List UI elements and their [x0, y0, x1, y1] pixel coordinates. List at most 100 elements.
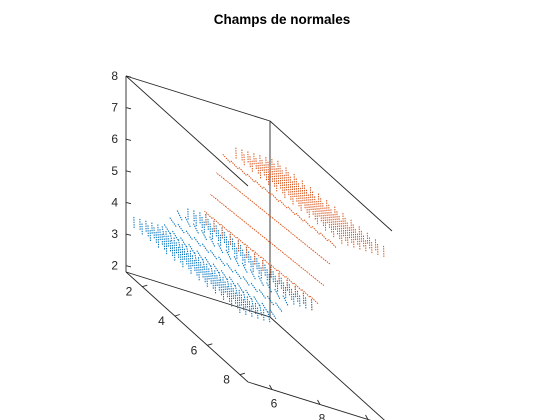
y-tick-mark [207, 343, 213, 346]
normal-arrow [258, 288, 267, 299]
normal-arrow [291, 259, 300, 267]
normal-arrow [244, 243, 254, 252]
x-tick-label: 6 [271, 397, 278, 411]
box-edge-left-top-y [125, 75, 249, 187]
normal-arrow [267, 310, 271, 323]
normal-arrow [252, 249, 262, 259]
box-edge-right-top-y [269, 120, 393, 232]
normal-arrow [309, 295, 319, 304]
normal-arrow [262, 259, 264, 271]
normal-arrow [192, 222, 199, 234]
normal-arrow [321, 257, 331, 265]
normal-arrow [169, 231, 173, 244]
normal-arrow [259, 303, 263, 316]
normal-arrow [295, 212, 304, 222]
normal-arrow [226, 277, 230, 290]
z-tick-mark [125, 107, 132, 110]
normal-arrow [299, 265, 308, 273]
x-tick-mark [365, 414, 369, 420]
normal-arrow [272, 218, 282, 226]
normal-arrow [328, 239, 337, 248]
normal-arrow [204, 210, 213, 219]
normal-arrow [217, 256, 226, 267]
normal-arrow [253, 295, 261, 306]
box-edge-y-axis [125, 271, 249, 383]
normal-arrow [250, 282, 258, 293]
normal-arrow [269, 308, 277, 320]
z-tick-label: 3 [111, 227, 118, 241]
normal-arrow [161, 225, 165, 238]
normal-arrow [218, 271, 222, 284]
normal-arrow [279, 199, 288, 209]
box-edge-floor-right-y [269, 316, 385, 420]
normal-arrow [201, 243, 210, 254]
normal-arrow [217, 200, 227, 208]
z-tick-mark [125, 170, 132, 173]
normal-arrow [315, 278, 325, 286]
normal-arrow [254, 180, 264, 189]
box-edge-back-top-x [125, 75, 271, 122]
normal-arrow [213, 220, 215, 232]
x-tick-label: 8 [319, 412, 326, 420]
normal-arrow [285, 276, 294, 285]
normal-arrow [185, 245, 190, 257]
normal-arrow [274, 302, 283, 312]
normal-arrow [169, 216, 177, 227]
normal-arrow [313, 250, 323, 258]
normal-arrow [225, 248, 232, 260]
normal-arrow [177, 223, 185, 234]
normal-arrow [241, 261, 248, 273]
normal-arrow [209, 193, 219, 201]
normal-arrow [185, 230, 193, 240]
normal-arrow [269, 263, 278, 272]
normal-arrow [293, 282, 302, 291]
normal-arrow [266, 295, 275, 306]
normal-arrow [303, 219, 312, 229]
normal-arrow [233, 255, 240, 267]
normal-arrow [234, 284, 238, 297]
z-tick-mark [125, 233, 132, 236]
z-tick-label: 6 [111, 132, 118, 146]
y-tick-label: 4 [158, 314, 165, 328]
normal-arrow [202, 258, 206, 270]
normal-arrow [287, 206, 296, 216]
axes-box-front [125, 271, 385, 420]
normal-arrow [320, 232, 329, 242]
normal-arrow [265, 281, 273, 293]
normal-arrow [212, 262, 220, 274]
normal-arrow [266, 239, 276, 247]
normal-arrow [297, 237, 306, 245]
y-tick-mark [142, 284, 148, 288]
normal-arrow [234, 213, 243, 221]
normal-arrow [228, 275, 236, 287]
normal-arrow [261, 256, 270, 265]
chart-title: Champs de normales [214, 12, 351, 27]
z-tick-label: 8 [111, 69, 118, 83]
normal-arrow [184, 216, 191, 228]
normal-arrow [179, 236, 187, 248]
y-tick-mark [239, 372, 245, 376]
normal-arrow [230, 160, 239, 170]
normal-arrow [194, 251, 198, 264]
normal-arrow [246, 173, 255, 183]
x-tick-mark [269, 384, 273, 390]
normal-arrow [282, 294, 289, 306]
z-tick-mark [125, 138, 132, 141]
normal-arrow [234, 269, 242, 280]
normal-arrow [215, 172, 225, 180]
normal-arrow [236, 282, 244, 293]
normal-arrow [222, 154, 231, 163]
normal-arrow [248, 198, 257, 206]
z-tick-label: 2 [111, 259, 118, 273]
normal-arrow [177, 238, 181, 251]
normal-arrow [258, 233, 268, 241]
normal-arrow [187, 243, 195, 254]
z-tick-label: 5 [111, 164, 118, 178]
z-tick-label: 7 [111, 101, 118, 115]
z-tick-mark [125, 265, 132, 268]
normal-arrow [250, 297, 255, 310]
series-2 [204, 147, 385, 311]
normal-arrow [256, 204, 266, 213]
